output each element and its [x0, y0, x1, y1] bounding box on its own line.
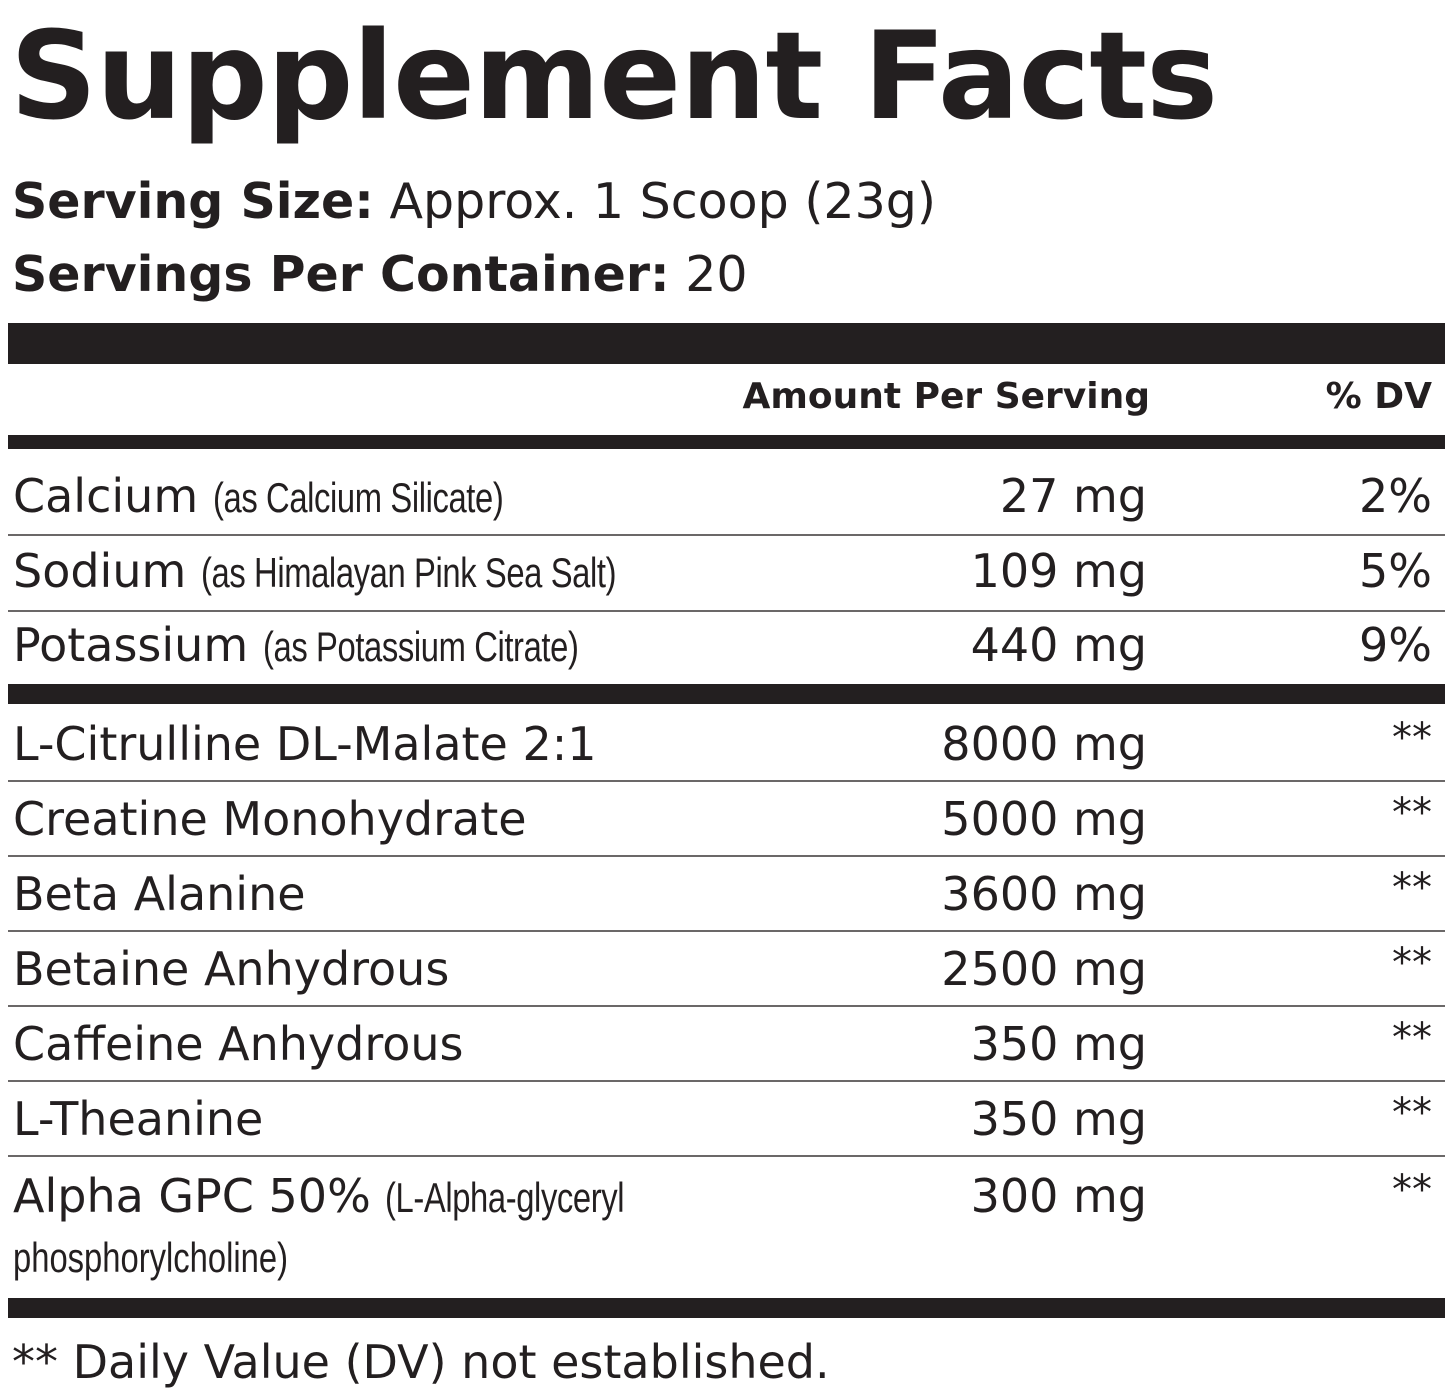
ingredient-dv: 2% — [1359, 469, 1432, 523]
row-divider — [8, 610, 1445, 612]
row-divider — [8, 780, 1445, 782]
ingredient-dv: ** — [1392, 1015, 1432, 1061]
serving-size: Serving Size: Approx. 1 Scoop (23g) — [12, 167, 936, 237]
ingredient-name: Calcium (as Calcium Silicate) — [13, 469, 504, 523]
ingredient-dv: ** — [1392, 715, 1432, 761]
ingredient-amount: 350 mg — [970, 1092, 1147, 1146]
amount-per-serving-header: Amount Per Serving — [742, 376, 1151, 417]
ingredient-source-line2: phosphorylcholine) — [13, 1234, 288, 1281]
ingredient-amount: 8000 mg — [941, 717, 1147, 771]
row-divider — [8, 534, 1445, 536]
header-divider — [8, 435, 1445, 449]
serving-size-label: Serving Size: — [12, 173, 374, 230]
ingredient-amount: 109 mg — [970, 544, 1147, 598]
ingredient-amount: 440 mg — [970, 618, 1147, 672]
ingredient-amount: 3600 mg — [941, 867, 1147, 921]
ingredient-dv: 5% — [1359, 544, 1432, 598]
row-divider — [8, 855, 1445, 857]
ingredient-amount: 300 mg — [970, 1169, 1147, 1223]
ingredient-amount: 5000 mg — [941, 792, 1147, 846]
servings-per-container-label: Servings Per Container: — [12, 246, 670, 303]
ingredient-name: Betaine Anhydrous — [13, 942, 450, 996]
footnote: ** Daily Value (DV) not established. — [12, 1335, 830, 1389]
supplement-facts-panel: Supplement Facts Serving Size: Approx. 1… — [8, 0, 1445, 1398]
ingredient-name: Beta Alanine — [13, 867, 306, 921]
ingredient-dv: ** — [1392, 1167, 1432, 1213]
servings-per-container-value: 20 — [685, 246, 748, 303]
row-divider — [8, 1080, 1445, 1082]
dv-header: % DV — [1325, 376, 1432, 417]
serving-size-value: Approx. 1 Scoop (23g) — [389, 173, 937, 230]
row-divider — [8, 1005, 1445, 1007]
ingredient-dv: ** — [1392, 865, 1432, 911]
ingredient-dv: ** — [1392, 940, 1432, 986]
ingredient-amount: 2500 mg — [941, 942, 1147, 996]
ingredient-amount: 350 mg — [970, 1017, 1147, 1071]
bottom-thick-divider — [8, 1298, 1445, 1318]
ingredient-name: L-Theanine — [13, 1092, 264, 1146]
ingredient-name: Caffeine Anhydrous — [13, 1017, 464, 1071]
ingredient-dv: ** — [1392, 1090, 1432, 1136]
row-divider — [8, 930, 1445, 932]
top-thick-divider — [8, 323, 1445, 364]
ingredient-name: Potassium (as Potassium Citrate) — [13, 618, 579, 672]
ingredient-dv: ** — [1392, 790, 1432, 836]
minerals-divider — [8, 684, 1445, 704]
ingredient-name: Creatine Monohydrate — [13, 792, 527, 846]
ingredient-amount: 27 mg — [999, 469, 1147, 523]
panel-title: Supplement Facts — [10, 6, 1218, 147]
ingredient-name: L-Citrulline DL-Malate 2:1 — [13, 717, 597, 771]
ingredient-name: Sodium (as Himalayan Pink Sea Salt) — [13, 544, 617, 598]
row-divider — [8, 1155, 1445, 1157]
ingredient-dv: 9% — [1359, 618, 1432, 672]
ingredient-name: Alpha GPC 50% (L-Alpha-glyceryl — [13, 1169, 625, 1223]
servings-per-container: Servings Per Container: 20 — [12, 240, 748, 310]
